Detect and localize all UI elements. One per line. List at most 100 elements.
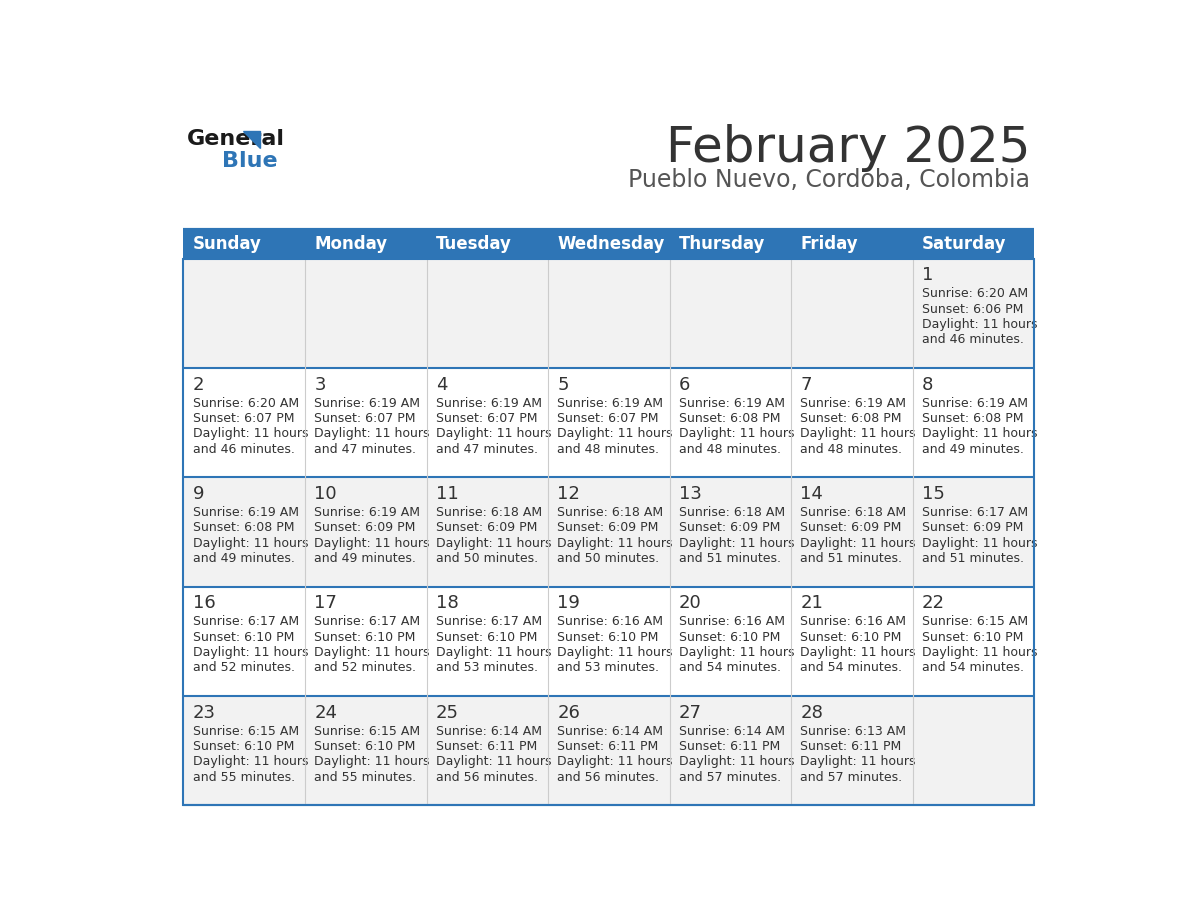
- Text: Daylight: 11 hours: Daylight: 11 hours: [801, 646, 916, 659]
- Text: and 50 minutes.: and 50 minutes.: [557, 552, 659, 565]
- Text: Daylight: 11 hours: Daylight: 11 hours: [801, 756, 916, 768]
- Text: Thursday: Thursday: [678, 235, 765, 253]
- Text: 15: 15: [922, 485, 944, 503]
- Text: Wednesday: Wednesday: [557, 235, 665, 253]
- Text: Sunrise: 6:19 AM: Sunrise: 6:19 AM: [557, 397, 663, 409]
- Text: 3: 3: [315, 375, 326, 394]
- Text: Sunset: 6:08 PM: Sunset: 6:08 PM: [922, 412, 1024, 425]
- Text: and 57 minutes.: and 57 minutes.: [801, 771, 903, 784]
- Text: and 48 minutes.: and 48 minutes.: [801, 442, 903, 456]
- Text: Sunset: 6:10 PM: Sunset: 6:10 PM: [192, 631, 295, 644]
- Text: Tuesday: Tuesday: [436, 235, 512, 253]
- Text: Sunset: 6:10 PM: Sunset: 6:10 PM: [315, 631, 416, 644]
- Text: Daylight: 11 hours: Daylight: 11 hours: [315, 537, 430, 550]
- Text: Sunset: 6:10 PM: Sunset: 6:10 PM: [922, 631, 1023, 644]
- Text: Sunset: 6:09 PM: Sunset: 6:09 PM: [678, 521, 781, 534]
- Text: and 48 minutes.: and 48 minutes.: [557, 442, 659, 456]
- Text: Sunrise: 6:16 AM: Sunrise: 6:16 AM: [801, 615, 906, 628]
- Text: Friday: Friday: [801, 235, 858, 253]
- Text: Daylight: 11 hours: Daylight: 11 hours: [557, 756, 672, 768]
- Text: and 49 minutes.: and 49 minutes.: [315, 552, 416, 565]
- FancyBboxPatch shape: [183, 696, 1035, 805]
- Text: Sunset: 6:09 PM: Sunset: 6:09 PM: [557, 521, 658, 534]
- Text: Daylight: 11 hours: Daylight: 11 hours: [315, 646, 430, 659]
- Text: Daylight: 11 hours: Daylight: 11 hours: [192, 646, 308, 659]
- Text: General: General: [188, 129, 285, 150]
- Text: and 55 minutes.: and 55 minutes.: [192, 771, 295, 784]
- Text: and 51 minutes.: and 51 minutes.: [801, 552, 903, 565]
- FancyBboxPatch shape: [183, 230, 1035, 259]
- Text: Sunrise: 6:15 AM: Sunrise: 6:15 AM: [922, 615, 1028, 628]
- Text: Sunrise: 6:19 AM: Sunrise: 6:19 AM: [678, 397, 785, 409]
- Text: Daylight: 11 hours: Daylight: 11 hours: [436, 428, 551, 441]
- Text: Daylight: 11 hours: Daylight: 11 hours: [801, 537, 916, 550]
- Text: and 54 minutes.: and 54 minutes.: [678, 662, 781, 675]
- Text: Sunrise: 6:19 AM: Sunrise: 6:19 AM: [315, 506, 421, 519]
- FancyBboxPatch shape: [183, 368, 1035, 477]
- Text: and 49 minutes.: and 49 minutes.: [922, 442, 1024, 456]
- Text: Daylight: 11 hours: Daylight: 11 hours: [315, 428, 430, 441]
- Text: 18: 18: [436, 595, 459, 612]
- Text: Pueblo Nuevo, Cordoba, Colombia: Pueblo Nuevo, Cordoba, Colombia: [628, 168, 1030, 192]
- Text: Sunrise: 6:20 AM: Sunrise: 6:20 AM: [922, 287, 1028, 300]
- Text: Sunset: 6:07 PM: Sunset: 6:07 PM: [315, 412, 416, 425]
- Text: Daylight: 11 hours: Daylight: 11 hours: [678, 537, 795, 550]
- Text: Sunrise: 6:18 AM: Sunrise: 6:18 AM: [678, 506, 785, 519]
- Text: February 2025: February 2025: [666, 124, 1030, 172]
- Text: 21: 21: [801, 595, 823, 612]
- Text: 7: 7: [801, 375, 811, 394]
- Text: 13: 13: [678, 485, 702, 503]
- Text: Sunrise: 6:17 AM: Sunrise: 6:17 AM: [192, 615, 299, 628]
- Text: 23: 23: [192, 704, 216, 722]
- Text: Sunrise: 6:19 AM: Sunrise: 6:19 AM: [801, 397, 906, 409]
- Text: 1: 1: [922, 266, 934, 285]
- Text: Sunrise: 6:16 AM: Sunrise: 6:16 AM: [678, 615, 785, 628]
- Text: Daylight: 11 hours: Daylight: 11 hours: [922, 646, 1037, 659]
- Text: 8: 8: [922, 375, 934, 394]
- Text: Daylight: 11 hours: Daylight: 11 hours: [922, 428, 1037, 441]
- Text: and 55 minutes.: and 55 minutes.: [315, 771, 416, 784]
- Text: and 47 minutes.: and 47 minutes.: [436, 442, 538, 456]
- Text: Sunset: 6:10 PM: Sunset: 6:10 PM: [315, 740, 416, 753]
- Text: Daylight: 11 hours: Daylight: 11 hours: [678, 646, 795, 659]
- Text: Sunset: 6:11 PM: Sunset: 6:11 PM: [436, 740, 537, 753]
- Text: 2: 2: [192, 375, 204, 394]
- Text: Sunrise: 6:14 AM: Sunrise: 6:14 AM: [678, 724, 785, 738]
- Text: Daylight: 11 hours: Daylight: 11 hours: [557, 428, 672, 441]
- Text: and 46 minutes.: and 46 minutes.: [922, 333, 1024, 346]
- Text: Sunrise: 6:18 AM: Sunrise: 6:18 AM: [801, 506, 906, 519]
- Text: and 57 minutes.: and 57 minutes.: [678, 771, 781, 784]
- Text: 28: 28: [801, 704, 823, 722]
- Text: 20: 20: [678, 595, 702, 612]
- Text: Sunset: 6:08 PM: Sunset: 6:08 PM: [678, 412, 781, 425]
- Text: 16: 16: [192, 595, 215, 612]
- Polygon shape: [244, 131, 260, 148]
- Text: Sunrise: 6:20 AM: Sunrise: 6:20 AM: [192, 397, 299, 409]
- Text: Daylight: 11 hours: Daylight: 11 hours: [192, 756, 308, 768]
- Text: Sunset: 6:09 PM: Sunset: 6:09 PM: [801, 521, 902, 534]
- Text: 25: 25: [436, 704, 459, 722]
- Text: 12: 12: [557, 485, 580, 503]
- Text: 11: 11: [436, 485, 459, 503]
- Text: Daylight: 11 hours: Daylight: 11 hours: [436, 537, 551, 550]
- Text: and 46 minutes.: and 46 minutes.: [192, 442, 295, 456]
- Text: and 50 minutes.: and 50 minutes.: [436, 552, 538, 565]
- Text: Sunrise: 6:19 AM: Sunrise: 6:19 AM: [922, 397, 1028, 409]
- Text: Sunset: 6:06 PM: Sunset: 6:06 PM: [922, 303, 1023, 316]
- Text: and 54 minutes.: and 54 minutes.: [801, 662, 903, 675]
- Text: 4: 4: [436, 375, 448, 394]
- Text: and 52 minutes.: and 52 minutes.: [192, 662, 295, 675]
- FancyBboxPatch shape: [183, 587, 1035, 696]
- Text: 24: 24: [315, 704, 337, 722]
- Text: Daylight: 11 hours: Daylight: 11 hours: [192, 537, 308, 550]
- Text: 17: 17: [315, 595, 337, 612]
- Text: Daylight: 11 hours: Daylight: 11 hours: [922, 318, 1037, 331]
- Text: Saturday: Saturday: [922, 235, 1006, 253]
- Text: Sunset: 6:11 PM: Sunset: 6:11 PM: [801, 740, 902, 753]
- Text: Sunset: 6:07 PM: Sunset: 6:07 PM: [436, 412, 537, 425]
- Text: Sunrise: 6:15 AM: Sunrise: 6:15 AM: [192, 724, 299, 738]
- Text: 22: 22: [922, 595, 946, 612]
- Text: Daylight: 11 hours: Daylight: 11 hours: [557, 537, 672, 550]
- Text: and 53 minutes.: and 53 minutes.: [557, 662, 659, 675]
- Text: Sunrise: 6:19 AM: Sunrise: 6:19 AM: [192, 506, 298, 519]
